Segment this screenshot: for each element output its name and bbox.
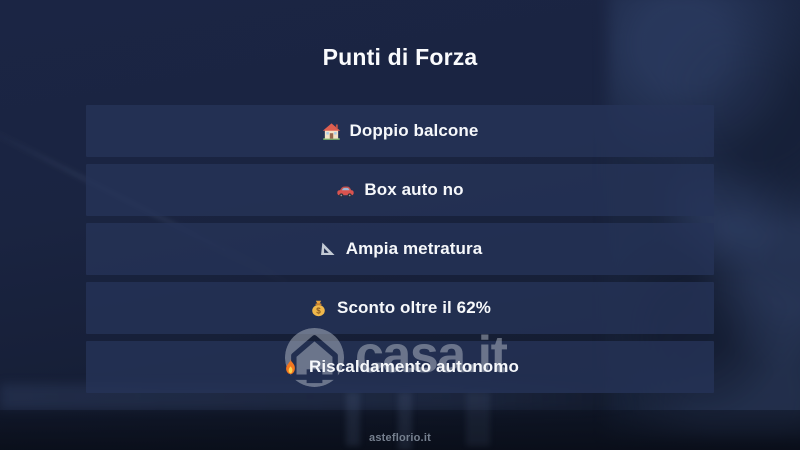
casa-it-house-logo-icon xyxy=(283,326,346,389)
casa-it-watermark: casa.it xyxy=(283,325,508,389)
feature-row-box-auto: Box auto no xyxy=(86,164,714,216)
page-title: Punti di Forza xyxy=(322,44,478,70)
fire-icon xyxy=(281,358,300,377)
background-bottom-shade xyxy=(0,410,800,450)
feature-row-riscaldamento: Riscaldamento autonomo xyxy=(86,341,714,393)
feature-row-doppio-balcone: Doppio balcone xyxy=(86,105,714,157)
feature-label: Riscaldamento autonomo xyxy=(308,357,519,376)
feature-label: Ampia metratura xyxy=(345,239,483,258)
feature-label: Box auto no xyxy=(364,180,464,199)
svg-text:$: $ xyxy=(316,306,321,315)
feature-label: Sconto oltre il 62% xyxy=(337,298,491,317)
triangular-ruler-icon xyxy=(318,240,337,259)
casa-it-wordmark: casa.it xyxy=(355,326,508,384)
feature-label: Doppio balcone xyxy=(349,121,479,140)
footer-site-label: asteflorio.it xyxy=(369,432,431,444)
house-icon xyxy=(322,122,341,141)
money-bag-icon: $ xyxy=(309,299,328,318)
feature-list: Doppio balcone Box auto no xyxy=(86,105,714,400)
feature-row-metratura: Ampia metratura xyxy=(86,223,714,275)
feature-row-sconto: $ Sconto oltre il 62% xyxy=(86,282,714,334)
car-icon xyxy=(336,181,355,200)
